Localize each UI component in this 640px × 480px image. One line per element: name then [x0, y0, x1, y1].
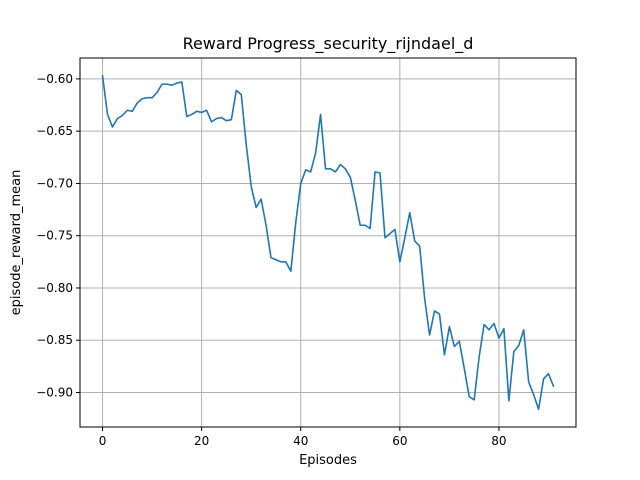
y-tick-label: −0.80 — [36, 281, 73, 295]
x-tick-label: 40 — [293, 434, 308, 448]
y-tick-label: −0.70 — [36, 176, 73, 190]
x-tick-label: 0 — [99, 434, 107, 448]
series-layer — [101, 74, 555, 411]
y-tick-label: −0.65 — [36, 124, 73, 138]
y-tick-label: −0.60 — [36, 72, 73, 86]
x-tick-label: 20 — [194, 434, 209, 448]
x-tick-label: 60 — [392, 434, 407, 448]
chart-title: Reward Progress_security_rijndael_d — [183, 34, 474, 54]
y-tick-label: −0.90 — [36, 386, 73, 400]
tick-layer: 0 20 40 60 80 −0.60 −0.65 −0.70 −0.75 −0.80 −0.85 −… — [36, 72, 506, 448]
y-axis-label: episode_reward_mean — [9, 170, 24, 316]
y-tick-label: −0.75 — [36, 229, 73, 243]
plot-frame — [79, 57, 577, 428]
x-axis-label: Episodes — [299, 453, 357, 468]
y-tick-label: −0.85 — [36, 333, 73, 347]
grid-layer — [80, 58, 576, 427]
x-tick-label: 80 — [491, 434, 506, 448]
series-line-0 — [101, 74, 555, 411]
